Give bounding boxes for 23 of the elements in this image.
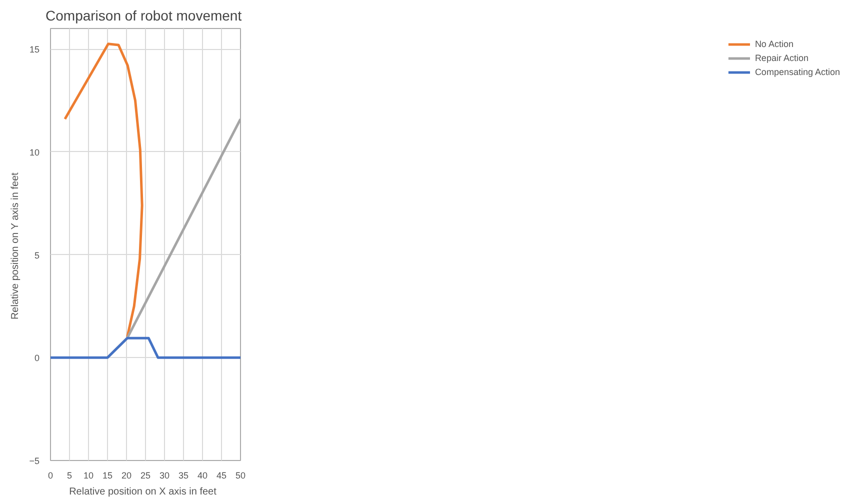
y-tick-label: 5 (34, 250, 40, 260)
y-tick-label: 0 (34, 353, 40, 364)
x-tick-label: 40 (197, 470, 208, 480)
legend-label: Repair Action (754, 52, 808, 64)
legend-label: No Action (754, 38, 794, 50)
y-tick-label: 10 (29, 147, 40, 158)
legend-label: Compensating Action (754, 66, 840, 78)
x-tick-label: 0 (48, 470, 54, 480)
x-tick-label: 20 (121, 470, 132, 480)
x-tick-label: 30 (159, 470, 170, 480)
y-axis-title: Relative position on Y axis in feet (10, 172, 22, 320)
x-tick-label: 45 (216, 470, 227, 480)
x-tick-label: 10 (83, 470, 94, 480)
x-axis-title: Relative position on X axis in feet (69, 486, 217, 498)
x-tick-label: 50 (235, 470, 246, 480)
chart-title: Comparison of robot movement (46, 8, 242, 24)
line-series (64, 42, 144, 338)
x-tick-label: 15 (102, 470, 113, 480)
y-tick-label: −5 (29, 456, 40, 466)
x-tick-label: 35 (178, 470, 189, 480)
x-tick-label: 25 (140, 470, 151, 480)
x-tick-label: 5 (66, 470, 72, 480)
y-tick-label: 15 (29, 44, 40, 55)
